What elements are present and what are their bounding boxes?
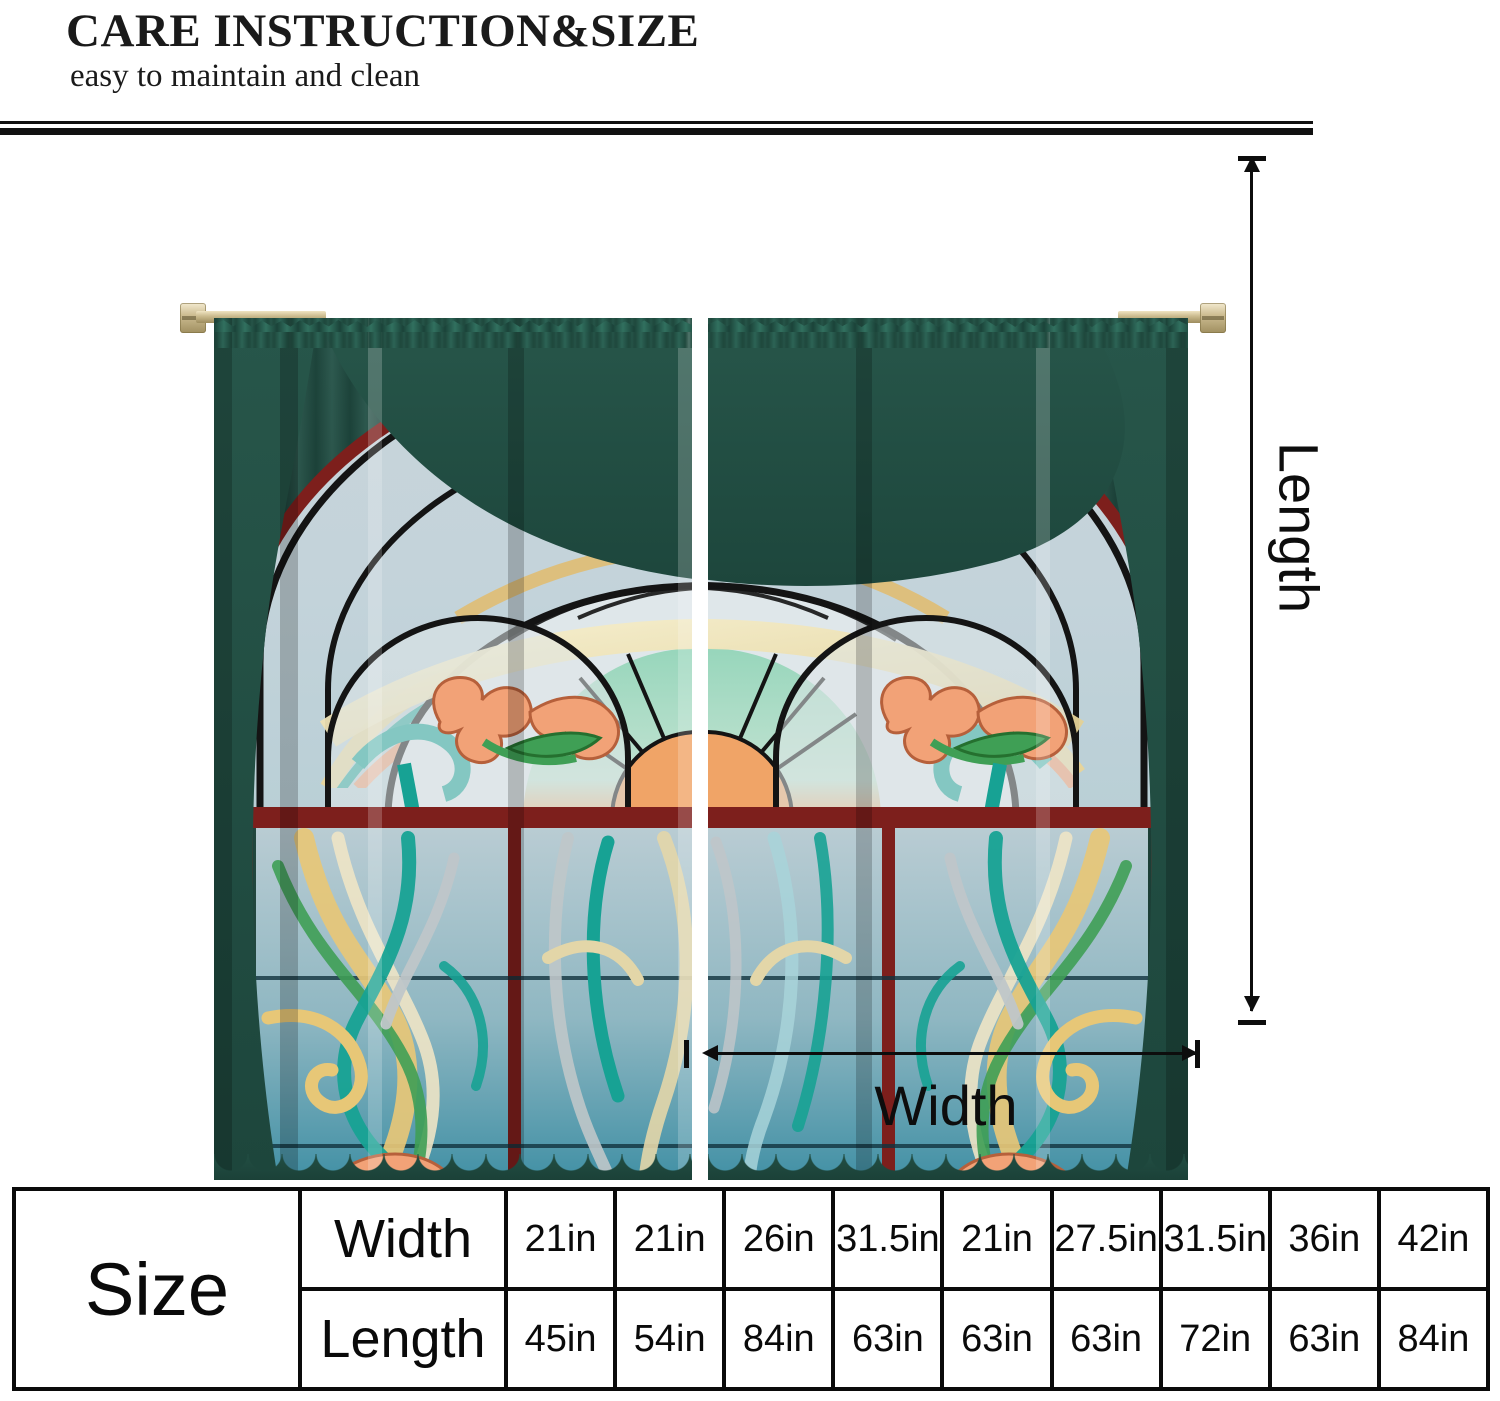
size-header-cell: Size	[12, 1187, 302, 1391]
width-tick-right	[1195, 1040, 1200, 1068]
header-divider-thick	[0, 128, 1313, 135]
size-table: Size Width 21in 21in 26in 31.5in 21in 27…	[12, 1187, 1491, 1391]
header: CARE INSTRUCTION&SIZE easy to maintain a…	[0, 0, 1500, 140]
length-tick-bottom	[1238, 1020, 1266, 1025]
cell-width-7: 31.5in	[1158, 1187, 1272, 1291]
length-arrow-head-top	[1244, 156, 1260, 172]
left-curtain-panel	[214, 318, 692, 1180]
stained-glass-artwork-left	[214, 318, 692, 1180]
cell-length-8: 63in	[1267, 1287, 1381, 1391]
curtain-hem-right	[708, 1154, 1188, 1180]
curtain-rod-finial-right	[1200, 303, 1226, 333]
length-label: Length	[1267, 441, 1331, 614]
cell-length-4: 63in	[831, 1287, 945, 1391]
cell-width-5: 21in	[940, 1187, 1054, 1291]
width-tick-left	[684, 1040, 689, 1068]
length-dimension: Length	[1232, 140, 1352, 1175]
row-header-length: Length	[298, 1287, 508, 1391]
header-divider-thin	[0, 121, 1313, 124]
cell-width-4: 31.5in	[831, 1187, 945, 1291]
cell-width-6: 27.5in	[1049, 1187, 1163, 1291]
cell-length-7: 72in	[1158, 1287, 1272, 1391]
width-arrow-head-right	[1182, 1045, 1198, 1061]
row-header-width: Width	[298, 1187, 508, 1291]
cell-length-1: 45in	[503, 1287, 618, 1391]
cell-width-9: 42in	[1376, 1187, 1491, 1291]
stained-glass-print	[708, 318, 1188, 1180]
length-arrow-head-bottom	[1244, 996, 1260, 1012]
curtain-hem-left	[214, 1154, 692, 1180]
product-illustration: Length Width	[0, 140, 1500, 1180]
cell-width-8: 36in	[1267, 1187, 1381, 1291]
cell-width-3: 26in	[722, 1187, 836, 1291]
cell-width-1: 21in	[503, 1187, 618, 1291]
cell-length-3: 84in	[722, 1287, 836, 1391]
cell-length-9: 84in	[1376, 1287, 1491, 1391]
cell-width-2: 21in	[613, 1187, 727, 1291]
length-arrow-line	[1250, 166, 1253, 1011]
right-curtain-panel	[708, 318, 1188, 1180]
cell-length-5: 63in	[940, 1287, 1054, 1391]
stained-glass-artwork-right	[708, 318, 1188, 1180]
page-title: CARE INSTRUCTION&SIZE	[66, 5, 700, 57]
table-row-length: Length 45in 54in 84in 63in 63in 63in 72i…	[14, 1287, 1491, 1391]
width-label: Width	[874, 1074, 1018, 1137]
width-arrow-head-left	[702, 1045, 718, 1061]
width-dimension: Width	[676, 1035, 1236, 1175]
cell-length-2: 54in	[613, 1287, 727, 1391]
width-arrow-line	[706, 1052, 1196, 1055]
cell-length-6: 63in	[1049, 1287, 1163, 1391]
table-row-width: Size Width 21in 21in 26in 31.5in 21in 27…	[12, 1187, 1491, 1391]
page-subtitle: easy to maintain and clean	[70, 58, 421, 94]
stained-glass-print	[214, 318, 692, 1180]
